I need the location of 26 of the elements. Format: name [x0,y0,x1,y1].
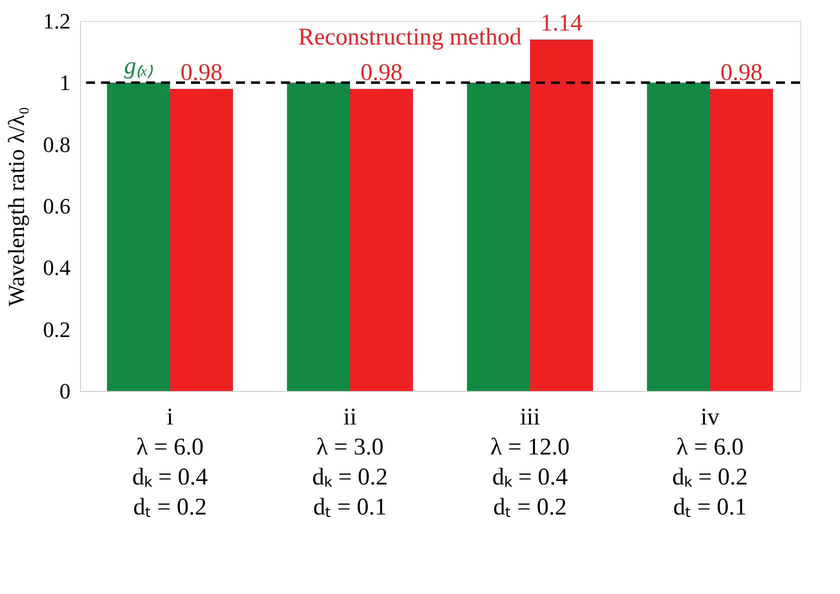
data-label: 1.14 [540,10,582,36]
y-tick-label: 0 [60,378,70,404]
x-tick-label: iii λ = 12.0 dₖ = 0.4 dₜ = 0.2 [490,404,570,520]
y-tick-label: 0.4 [43,255,70,280]
x-tick-label: i λ = 6.0 dₖ = 0.4 dₜ = 0.2 [132,404,208,520]
bar [350,88,413,391]
x-tick-label: ii λ = 3.0 dₖ = 0.2 dₜ = 0.1 [312,404,388,520]
bar [467,82,530,391]
bar [107,82,170,391]
bar [287,82,350,391]
bar [647,82,710,391]
bar [530,40,593,391]
bar [710,88,773,391]
data-label: 0.98 [180,60,222,86]
y-tick-label: 0.2 [43,316,70,342]
y-tick-label: 1.2 [43,8,70,34]
y-tick-label: 0.8 [43,132,70,157]
y-tick-label: 0.6 [43,194,70,218]
series-label: g₍ₓ₎ [124,54,153,80]
y-axis-title: Wavelength ratio λ/λ₀ [4,106,29,306]
data-label: 0.98 [360,60,402,86]
x-tick-label: iv λ = 6.0 dₖ = 0.2 dₜ = 0.1 [672,404,748,520]
bar [170,88,233,391]
y-tick-label: 1 [60,70,70,96]
series-label: Reconstructing method [298,24,522,50]
data-label: 0.98 [720,60,762,86]
